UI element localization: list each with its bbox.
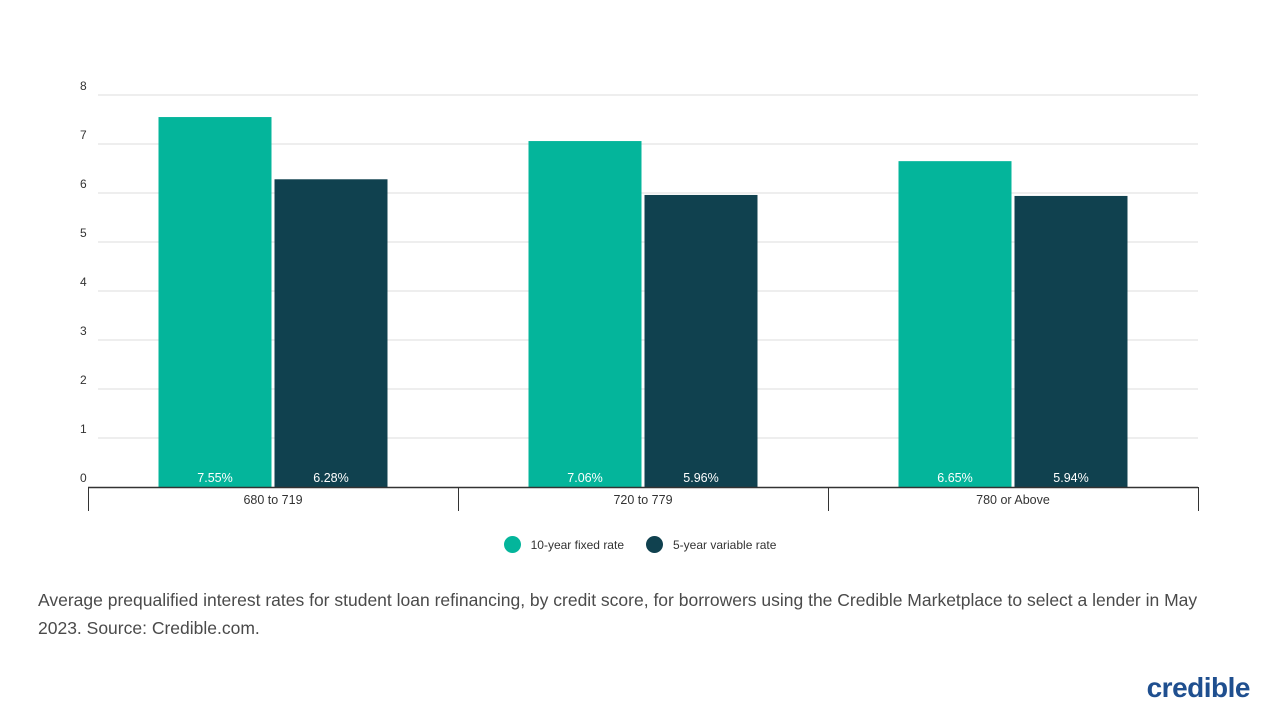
bar-value-label: 5.94% [1053, 471, 1088, 485]
x-tick-label: 720 to 779 [613, 493, 672, 507]
chart-caption: Average prequalified interest rates for … [38, 590, 1198, 638]
y-tick-label: 0 [80, 471, 87, 485]
bar-value-label: 6.65% [937, 471, 972, 485]
y-tick-label: 6 [80, 177, 87, 191]
legend-swatch-fixed [503, 536, 521, 553]
bar-chart: 0 1 2 3 4 5 6 7 8 7.55% 6.28% 680 to 719 7.06% 5.96% 7… [80, 79, 1199, 511]
x-tick-label: 780 or Above [976, 493, 1050, 507]
y-tick-label: 3 [80, 324, 87, 338]
x-tick-label: 680 to 719 [243, 493, 302, 507]
legend-item-variable[interactable]: 5-year variable rate [646, 536, 776, 553]
y-tick-label: 7 [80, 128, 87, 142]
bar [158, 117, 272, 488]
legend-label-variable: 5-year variable rate [673, 537, 777, 552]
legend: 10-year fixed rate 5-year variable rate [0, 536, 1280, 553]
bar [898, 161, 1012, 487]
legend-swatch-variable [646, 536, 663, 553]
credible-logo[interactable]: credible [1146, 672, 1251, 703]
y-tick-label: 8 [80, 79, 87, 93]
y-tick-label: 4 [80, 275, 87, 289]
legend-label-fixed: 10-year fixed rate [530, 537, 624, 552]
bar [274, 179, 388, 487]
bar [528, 141, 642, 487]
bar-value-label: 5.96% [683, 471, 718, 485]
bar-value-label: 7.06% [567, 471, 602, 485]
y-tick-label: 5 [80, 226, 87, 240]
y-tick-label: 1 [80, 422, 87, 436]
legend-item-fixed[interactable]: 10-year fixed rate [503, 536, 624, 553]
bar [1014, 195, 1128, 487]
bar-value-label: 7.55% [197, 471, 232, 485]
bar-value-label: 6.28% [313, 471, 348, 485]
bar [644, 194, 758, 487]
y-tick-label: 2 [80, 373, 87, 387]
